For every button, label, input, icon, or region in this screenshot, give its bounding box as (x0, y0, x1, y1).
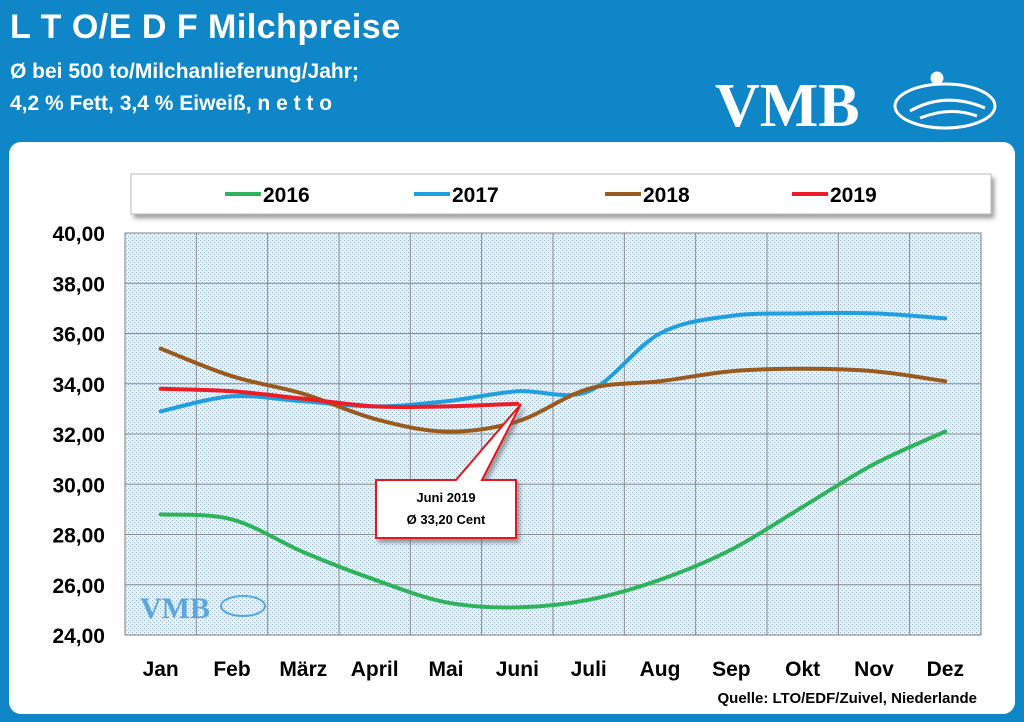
chart-legend: 2016 2017 2018 2019 (225, 184, 877, 207)
series-line-2018 (158, 346, 948, 434)
vmb-logo-emblem-icon (893, 71, 997, 130)
page-subtitle-1: Ø bei 500 to/Milchanlieferung/Jahr; (10, 60, 359, 83)
y-tick-label: 40,00 (52, 223, 105, 246)
legend-label-2017: 2017 (452, 184, 499, 207)
series-group (158, 310, 948, 610)
y-tick-label: 36,00 (52, 324, 105, 347)
vmb-watermark: VMB (140, 592, 266, 625)
x-tick-label: Feb (213, 658, 250, 681)
x-tick-label: Dez (927, 658, 964, 681)
x-tick-label: Mai (428, 658, 463, 681)
axes: 24,00 26,00 28,00 30,00 32,00 34,00 36,00 38,00… (52, 223, 964, 681)
legend-box (130, 173, 992, 215)
y-tick-label: 38,00 (52, 273, 105, 296)
legend-label-2016: 2016 (263, 184, 310, 207)
x-tick-label: März (279, 658, 327, 681)
x-tick-label: Aug (640, 658, 681, 681)
legend-label-2018: 2018 (643, 184, 690, 207)
series-line-2016 (158, 429, 948, 610)
page-title: L T O/E D F Milchpreise (10, 8, 401, 46)
x-tick-label: Sep (712, 658, 751, 681)
callout (375, 403, 522, 539)
page-subtitle-2: 4,2 % Fett, 3,4 % Eiweiß, n e t t o (10, 92, 333, 115)
y-tick-label: 34,00 (52, 374, 105, 397)
series-line-2019 (158, 386, 520, 410)
callout-line-2: Ø 33,20 Cent (407, 512, 486, 527)
y-tick-label: 30,00 (52, 474, 105, 497)
source-note: Quelle: LTO/EDF/Zuivel, Niederlande (718, 690, 978, 707)
y-tick-label: 26,00 (52, 575, 105, 598)
vmb-watermark-emblem-icon (220, 595, 266, 617)
vmb-logo-text: VMB (715, 72, 860, 136)
x-tick-label: Nov (854, 658, 894, 681)
x-tick-label: Okt (785, 658, 820, 681)
vmb-watermark-text: VMB (140, 592, 210, 625)
y-tick-label: 28,00 (52, 525, 105, 548)
vmb-logo: VMB (715, 71, 997, 136)
x-tick-label: Juli (571, 658, 607, 681)
y-tick-label: 32,00 (52, 424, 105, 447)
series-line-2017 (158, 310, 948, 414)
plot-border (124, 232, 982, 636)
legend-label-2019: 2019 (830, 184, 877, 207)
y-tick-label: 24,00 (52, 625, 105, 648)
callout-shape (375, 403, 522, 539)
x-tick-label: Juni (496, 658, 539, 681)
x-tick-label: Jan (143, 658, 179, 681)
x-tick-label: April (351, 658, 399, 681)
callout-line-1: Juni 2019 (416, 490, 475, 505)
